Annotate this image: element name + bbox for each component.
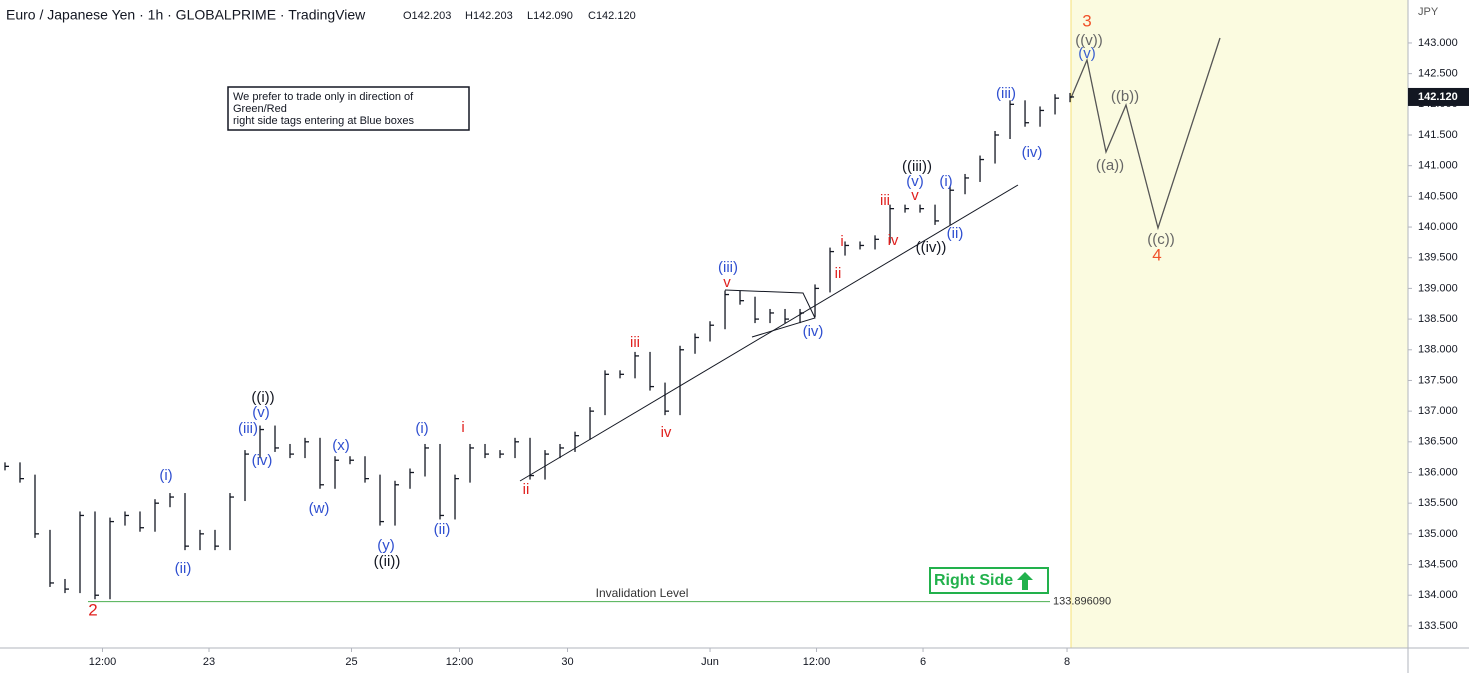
wave-label: ((c)) — [1147, 231, 1174, 248]
wave-label: v — [723, 274, 731, 291]
wave-label: (y) — [377, 537, 395, 554]
wave-label: i — [461, 419, 464, 436]
y-tick-label: 135.000 — [1418, 528, 1458, 540]
wave-label: (iii) — [718, 259, 738, 276]
x-tick-label: 12:00 — [803, 656, 831, 668]
wave-label: i — [840, 233, 843, 250]
x-tick-label: 6 — [920, 656, 926, 668]
wave-label: (ii) — [947, 225, 964, 242]
currency: JPY — [1418, 6, 1439, 18]
y-tick-label: 136.500 — [1418, 436, 1458, 448]
wave-label: (iii) — [996, 85, 1016, 102]
y-tick-label: 133.500 — [1418, 620, 1458, 632]
invalidation-text: Invalidation Level — [596, 586, 689, 600]
wave-label: (w) — [309, 500, 330, 517]
y-tick-label: 134.500 — [1418, 558, 1458, 570]
x-tick-label: 12:00 — [446, 656, 474, 668]
wave-label: (i) — [939, 173, 952, 190]
last-price-box — [1408, 87, 1469, 106]
wave-label: v — [911, 187, 919, 204]
note-line: We prefer to trade only in direction of — [233, 91, 414, 103]
wave-label: 2 — [88, 600, 97, 619]
wave-label: 3 — [1082, 11, 1091, 30]
wave-label: ((b)) — [1111, 88, 1139, 105]
ohlc-value: L142.090 — [527, 10, 573, 22]
badge: Right Side — [934, 572, 1013, 589]
note-line: Green/Red — [233, 103, 287, 115]
ohlc: O142.203 H142.203 L142.090 C142.120 — [403, 10, 636, 22]
trend-line — [519, 184, 1019, 482]
wave-label: (i) — [415, 420, 428, 437]
wave-label: (i) — [159, 467, 172, 484]
ohlc-value: C142.120 — [588, 10, 636, 22]
wave-label: 4 — [1152, 245, 1161, 264]
wave-label: (v) — [252, 404, 270, 421]
y-tick-label: 138.500 — [1418, 313, 1458, 325]
y-tick-label: 141.500 — [1418, 129, 1458, 141]
y-tick-label: 139.000 — [1418, 282, 1458, 294]
wave-label: (iv) — [252, 452, 273, 469]
x-tick-label: 12:00 — [89, 656, 117, 668]
y-tick-label: 140.500 — [1418, 190, 1458, 202]
wave-label: iv — [661, 424, 672, 441]
wave-label: (ii) — [175, 560, 192, 577]
ohlc-value: H142.203 — [465, 10, 513, 22]
wave-label: (ii) — [434, 521, 451, 538]
wave-label: ((iii)) — [902, 158, 932, 175]
last-price-label: 142.120 — [1418, 91, 1458, 103]
chart-title: Euro / Japanese Yen · 1h · GLOBALPRIME ·… — [6, 7, 366, 23]
projection-path — [1070, 37, 1221, 231]
y-tick-label: 134.000 — [1418, 589, 1458, 601]
wave-label: ((ii)) — [374, 553, 401, 570]
y-tick-label: 137.000 — [1418, 405, 1458, 417]
note-line: right side tags entering at Blue boxes — [233, 115, 415, 127]
y-tick-label: 137.500 — [1418, 374, 1458, 386]
triangle — [724, 289, 816, 338]
wave-label: (iii) — [238, 420, 258, 437]
up-arrow — [1017, 572, 1033, 590]
ohlc-value: O142.203 — [403, 10, 451, 22]
wave-label: (v) — [906, 173, 924, 190]
x-tick-label: 23 — [203, 656, 215, 668]
x-tick-label: 30 — [561, 656, 573, 668]
wave-label: (iv) — [803, 323, 824, 340]
y-tick-label: 135.500 — [1418, 497, 1458, 509]
wave-label: ii — [835, 265, 842, 282]
y-tick-label: 140.000 — [1418, 221, 1458, 233]
invalidation-label: 133.896090 — [1053, 596, 1111, 608]
y-tick-label: 138.000 — [1418, 344, 1458, 356]
note-box — [227, 86, 470, 131]
wave-label: (iv) — [1022, 144, 1043, 161]
wave-label: ((v)) — [1075, 32, 1102, 49]
y-tick-label: 139.500 — [1418, 252, 1458, 264]
wave-label: ((i)) — [251, 389, 274, 406]
wave-label: (x) — [332, 437, 350, 454]
x-tick-label: 8 — [1064, 656, 1070, 668]
badge-box — [929, 567, 1049, 594]
wave-label: ii — [523, 481, 530, 498]
wave-label: (v) — [1078, 45, 1096, 62]
x-tick-label: 25 — [345, 656, 357, 668]
wave-label: iii — [880, 192, 890, 209]
wave-label: ((iv)) — [916, 239, 947, 256]
y-tick-label: 143.000 — [1418, 37, 1458, 49]
y-tick-label: 136.000 — [1418, 466, 1458, 478]
y-tick-label: 141.000 — [1418, 160, 1458, 172]
x-tick-label: Jun — [701, 656, 719, 668]
y-tick-label: 142.500 — [1418, 68, 1458, 80]
wave-label: iii — [630, 334, 640, 351]
wave-label: ((a)) — [1096, 157, 1124, 174]
wave-label: iv — [888, 232, 899, 249]
